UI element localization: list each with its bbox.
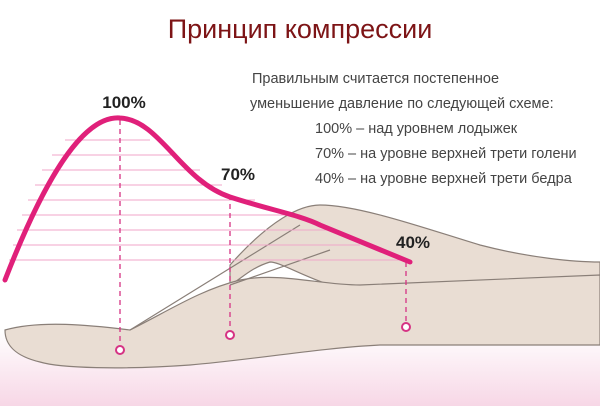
item: 100% – над уровнем лодыжек: [315, 121, 518, 137]
item: 70% – на уровне верхней трети голени: [315, 146, 577, 162]
points: [115, 322, 411, 355]
marker-label: 100%: [102, 93, 145, 112]
marker-label: 40%: [396, 233, 430, 252]
marker-label: 70%: [221, 165, 255, 184]
pressure-curve: [2, 115, 413, 283]
title: Принцип компрессии: [168, 14, 433, 44]
item: 40% – на уровне верхней трети бедра: [315, 171, 573, 187]
intro-line: Правильным считается постепенное: [252, 71, 499, 87]
legs: [4, 204, 600, 369]
intro-line: уменьшение давление по следующей схеме:: [250, 96, 554, 112]
guides: [119, 120, 407, 345]
hatching: [9, 139, 400, 261]
